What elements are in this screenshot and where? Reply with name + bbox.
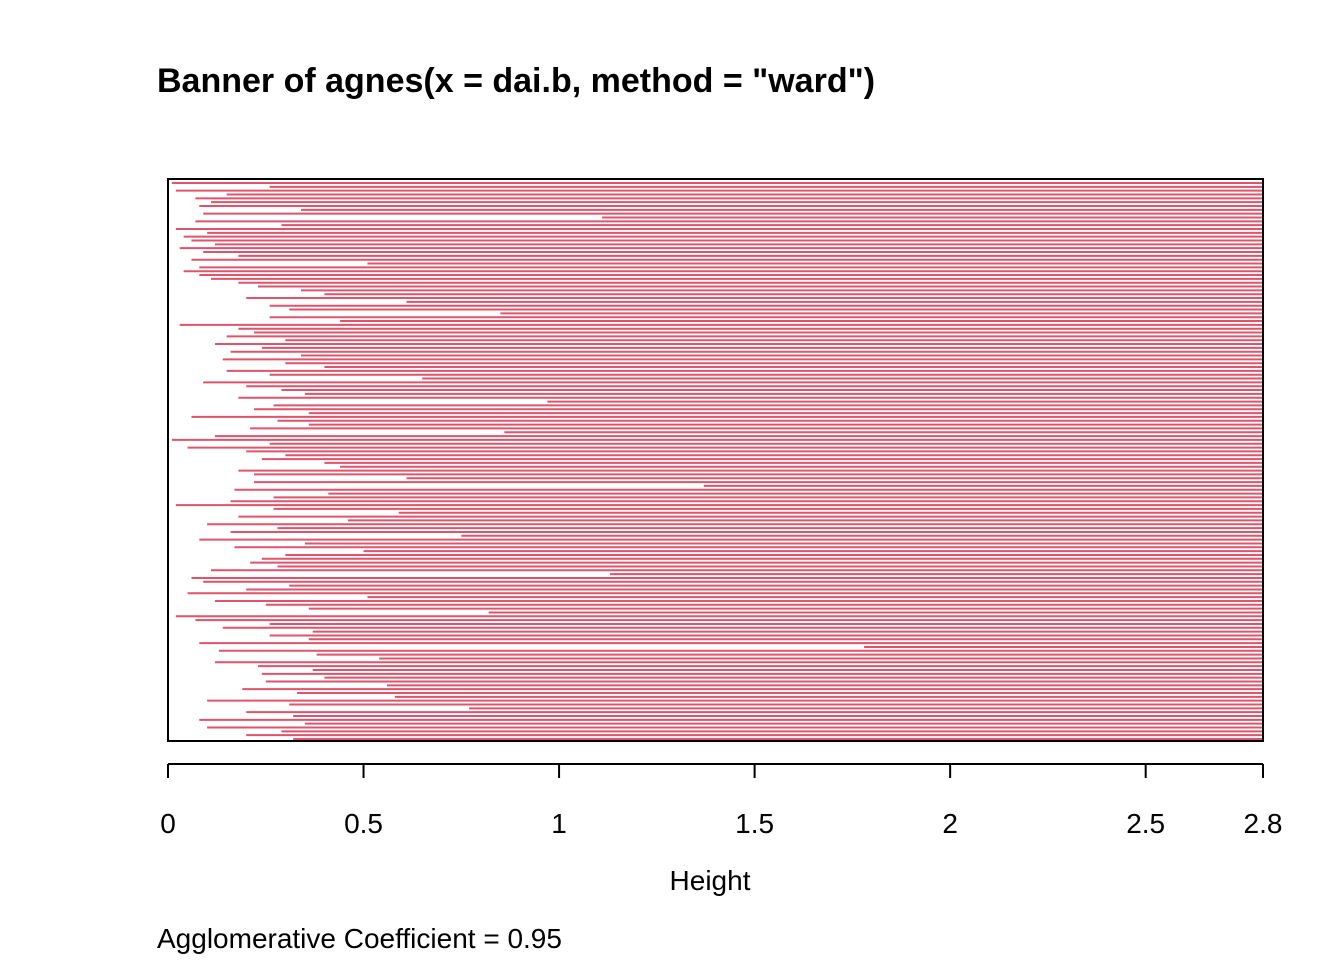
agglomerative-coefficient-text: Agglomerative Coefficient = 0.95 — [157, 923, 562, 954]
x-tick-label: 1 — [551, 808, 567, 839]
plot-frame — [167, 178, 1264, 742]
x-tick-label: 1.5 — [735, 808, 774, 839]
x-axis: 0 0.5 1 1.5 2 2.5 2.8 — [160, 763, 1283, 839]
x-tick-label: 2 — [942, 808, 958, 839]
chart-title: Banner of agnes(x = dai.b, method = "war… — [157, 62, 875, 100]
x-tick-label: 0 — [160, 808, 176, 839]
x-tick-label: 2.5 — [1126, 808, 1165, 839]
x-axis-label: Height — [670, 865, 751, 896]
x-tick-label: 0.5 — [344, 808, 383, 839]
x-tick-label: 2.8 — [1244, 808, 1283, 839]
banner-bars — [171, 182, 1263, 740]
